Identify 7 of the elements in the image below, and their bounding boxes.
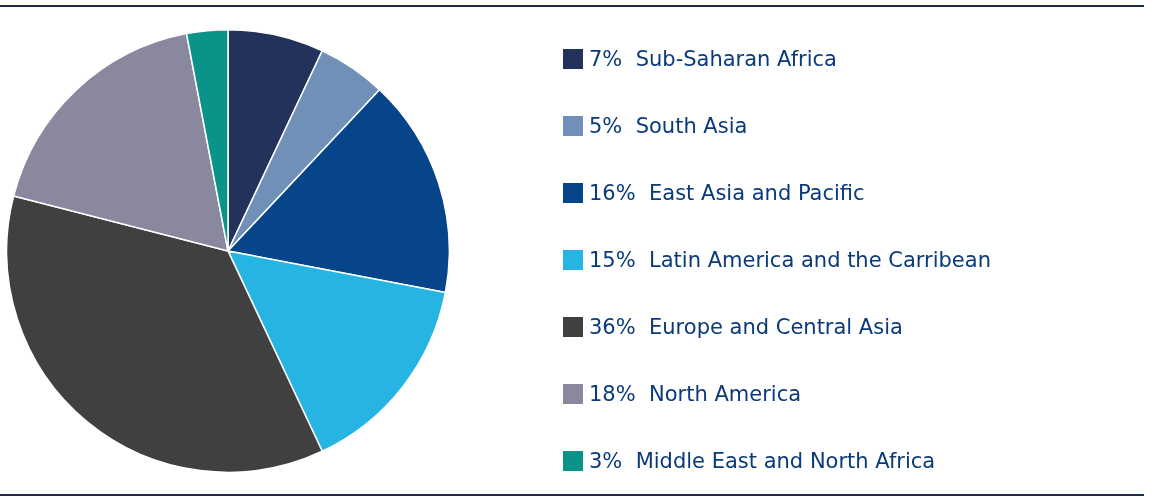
legend-label: 15% Latin America and the Carribean [589, 248, 991, 272]
legend-label: 3% Middle East and North Africa [589, 449, 936, 473]
legend-label: 36% Europe and Central Asia [589, 315, 903, 339]
legend-label: 5% South Asia [589, 114, 748, 138]
legend-label: 18% North America [589, 382, 802, 406]
legend-label: 7% Sub-Saharan Africa [589, 47, 837, 71]
legend-label: 16% East Asia and Pacific [589, 181, 865, 205]
